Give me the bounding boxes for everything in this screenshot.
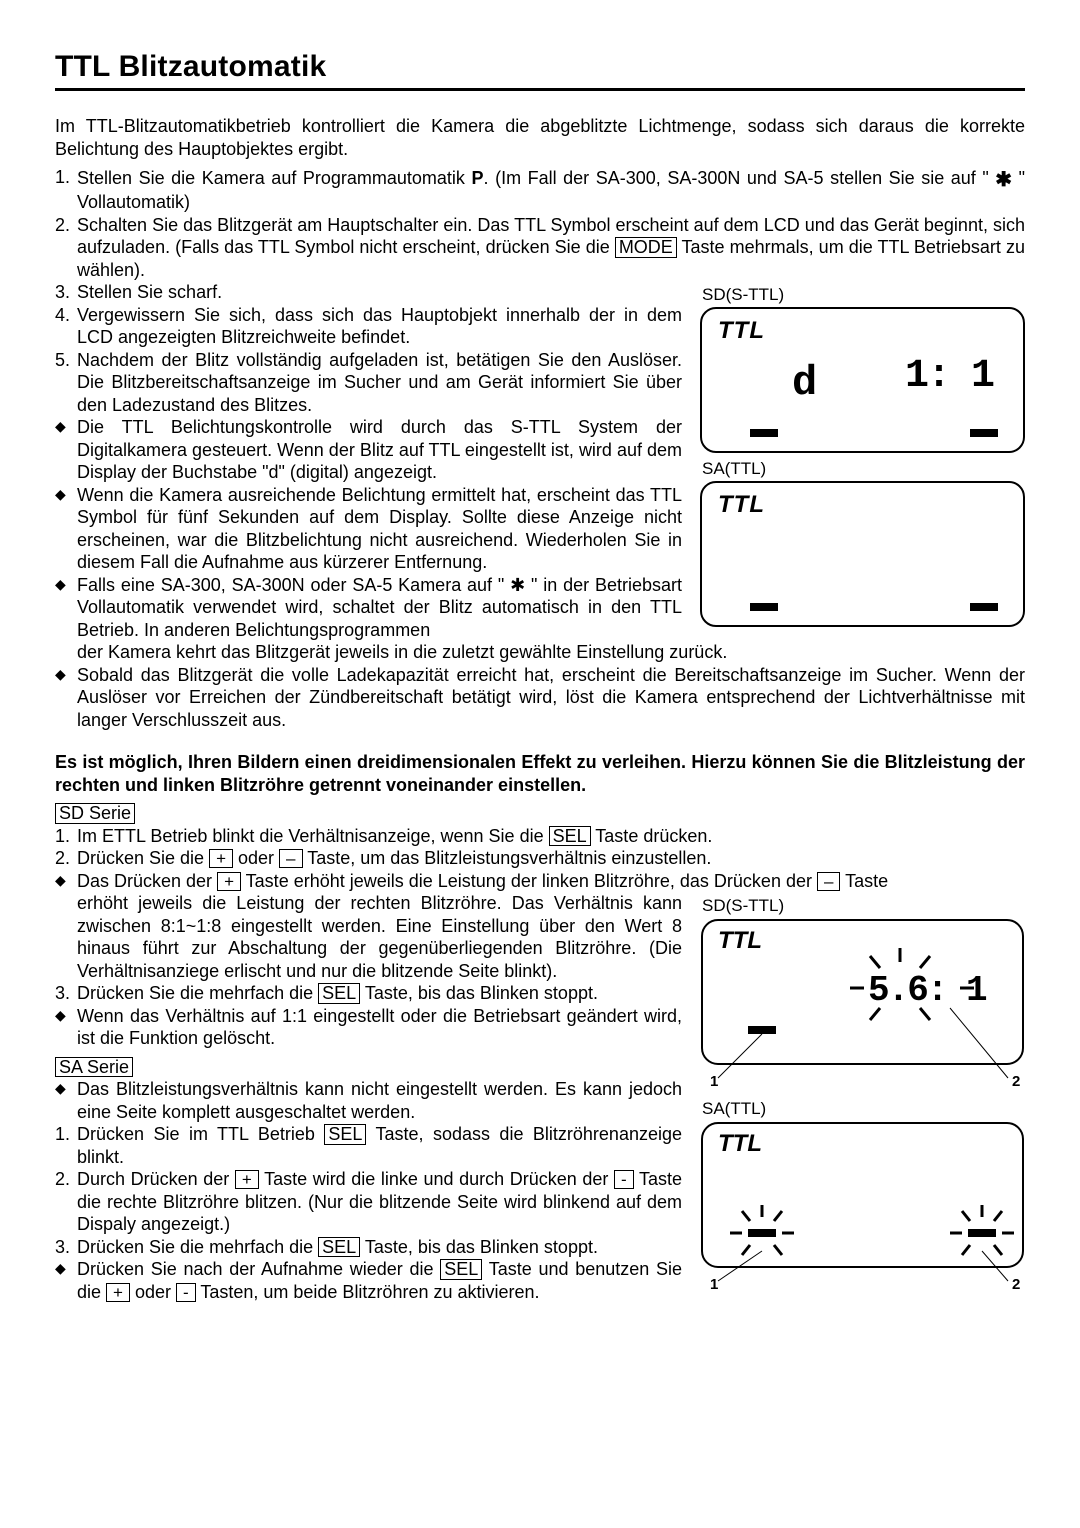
bullet-tail: der Kamera kehrt das Blitzgerät jeweils … <box>55 641 1025 664</box>
sd-steps-3: 3.Drücken Sie die mehrfach die SEL Taste… <box>55 982 682 1005</box>
steps-short: 3.Stellen Sie scharf. 4.Vergewissern Sie… <box>55 281 682 416</box>
sel-key: SEL <box>324 1124 366 1145</box>
intro-paragraph: Im TTL-Blitzautomatikbetrieb kontrollier… <box>55 115 1025 160</box>
step-3: 3.Stellen Sie scharf. <box>55 281 682 304</box>
fig1-bar-left <box>750 429 778 437</box>
lcd-fig4: TTL <box>700 1121 1025 1291</box>
asterisk-icon: ✱ <box>995 169 1012 191</box>
minus-key: - <box>176 1283 196 1302</box>
fig1-label: SD(S-TTL) <box>702 285 1025 305</box>
step-2: 2. Schalten Sie das Blitzgerät am Haupts… <box>55 214 1025 282</box>
bullet-sa-auto: Falls eine SA-300, SA-300N oder SA-5 Kam… <box>55 574 682 642</box>
fig3-label: SD(S-TTL) <box>702 896 1025 916</box>
step-4: 4.Vergewissern Sie sich, dass sich das H… <box>55 304 682 349</box>
fig4-anno1: 1 <box>710 1276 718 1291</box>
fig1-ttl: TTL <box>718 317 765 345</box>
sd-serie-label: SD Serie <box>55 802 1025 825</box>
fig2-label: SA(TTL) <box>702 459 1025 479</box>
fig3-anno1: 1 <box>710 1073 718 1088</box>
sa-bullet2: Drücken Sie nach der Aufnahme wieder die… <box>55 1258 682 1303</box>
sel-key: SEL <box>440 1259 482 1280</box>
sd-bullet2: Wenn das Verhältnis auf 1:1 eingestellt … <box>55 1005 682 1050</box>
lcd-fig2: TTL <box>700 481 1025 627</box>
lcd-fig1: TTL d 1: 1 <box>700 307 1025 453</box>
fig4-anno2: 2 <box>1012 1276 1020 1291</box>
ratio-text-column: erhöht jeweils die Leistung der rechten … <box>55 892 682 1303</box>
bold-paragraph: Es ist möglich, Ihren Bildern einen drei… <box>55 751 1025 796</box>
sd-bullet1: Das Drücken der + Taste erhöht jeweils d… <box>55 870 1025 893</box>
fig3-ttl: TTL <box>718 927 762 954</box>
sa-step-1: 1.Drücken Sie im TTL Betrieb SEL Taste, … <box>55 1123 682 1168</box>
fig3-bar-left <box>748 1026 776 1034</box>
fig3-ratio: 5.6: 1 <box>868 970 987 1011</box>
top-text-column: 3.Stellen Sie scharf. 4.Vergewissern Sie… <box>55 281 682 641</box>
fig4-ttl: TTL <box>718 1130 762 1157</box>
sd-step-1: 1.Im ETTL Betrieb blinkt die Verhältnisa… <box>55 825 1025 848</box>
minus-key: – <box>817 872 840 891</box>
plus-key: + <box>235 1170 259 1189</box>
sa-bullet-reactivate: Drücken Sie nach der Aufnahme wieder die… <box>55 1258 682 1303</box>
sel-key: SEL <box>318 983 360 1004</box>
fig4-label: SA(TTL) <box>702 1099 1025 1119</box>
manual-page: TTL Blitzautomatik Im TTL-Blitzautomatik… <box>0 0 1080 1528</box>
sd-bullet-plus-minus: Das Drücken der + Taste erhöht jeweils d… <box>55 870 1025 893</box>
minus-key: – <box>279 849 302 868</box>
minus-key: - <box>614 1170 634 1189</box>
main-bullets: Die TTL Belichtungskontrolle wird durch … <box>55 416 682 641</box>
sa-bullet1: Das Blitzleistungsverhältnis kann nicht … <box>55 1078 682 1123</box>
fig2-bar-right <box>970 603 998 611</box>
sel-key: SEL <box>549 826 591 847</box>
fig3-anno2: 2 <box>1012 1073 1020 1088</box>
sa-bullet-no-ratio: Das Blitzleistungsverhältnis kann nicht … <box>55 1078 682 1123</box>
sd-bullet-reset: Wenn das Verhältnis auf 1:1 eingestellt … <box>55 1005 682 1050</box>
page-title: TTL Blitzautomatik <box>55 50 1025 84</box>
plus-key: + <box>217 872 241 891</box>
plus-key: + <box>106 1283 130 1302</box>
top-figures-column: SD(S-TTL) TTL d 1: 1 SA(TTL) TTL <box>700 281 1025 633</box>
lcd-fig3: TTL 5.6: 1 1 2 <box>700 918 1025 1088</box>
fig2-bar-left <box>750 603 778 611</box>
ratio-figures-column: SD(S-TTL) TTL 5.6: 1 <box>700 892 1025 1298</box>
sa-steps: 1.Drücken Sie im TTL Betrieb SEL Taste, … <box>55 1123 682 1258</box>
step-5: 5.Nachdem der Blitz vollständig aufgelad… <box>55 349 682 417</box>
sd-bullet-cont: erhöht jeweils die Leistung der rechten … <box>55 892 682 982</box>
step-1: 1. Stellen Sie die Kamera auf Programmau… <box>55 166 1025 214</box>
steps-full: 1. Stellen Sie die Kamera auf Programmau… <box>55 166 1025 281</box>
plus-key: + <box>209 849 233 868</box>
bullet-ready: Sobald das Blitzgerät die volle Ladekapa… <box>55 664 1025 732</box>
bullet-exposure-ok: Wenn die Kamera ausreichende Belichtung … <box>55 484 682 574</box>
sd-step-3: 3.Drücken Sie die mehrfach die SEL Taste… <box>55 982 682 1005</box>
sd-steps-top: 1.Im ETTL Betrieb blinkt die Verhältnisa… <box>55 825 1025 870</box>
fig1-ratio: 1: 1 <box>905 354 993 399</box>
fig2-ttl: TTL <box>718 491 765 519</box>
bullet-ttl-control: Die TTL Belichtungskontrolle wird durch … <box>55 416 682 484</box>
sa-step-2: 2.Durch Drücken der + Taste wird die lin… <box>55 1168 682 1236</box>
after-bullets: Sobald das Blitzgerät die volle Ladekapa… <box>55 664 1025 732</box>
section-top: 3.Stellen Sie scharf. 4.Vergewissern Sie… <box>55 281 1025 641</box>
fig1-bar-right <box>970 429 998 437</box>
sel-key: SEL <box>318 1237 360 1258</box>
sa-serie-label: SA Serie <box>55 1056 682 1079</box>
title-rule <box>55 88 1025 91</box>
sd-step-2: 2.Drücken Sie die + oder – Taste, um das… <box>55 847 1025 870</box>
sa-step-3: 3.Drücken Sie die mehrfach die SEL Taste… <box>55 1236 682 1259</box>
mode-key: MODE <box>615 237 677 258</box>
fig1-d-indicator: d <box>792 359 817 407</box>
section-ratio: erhöht jeweils die Leistung der rechten … <box>55 892 1025 1303</box>
